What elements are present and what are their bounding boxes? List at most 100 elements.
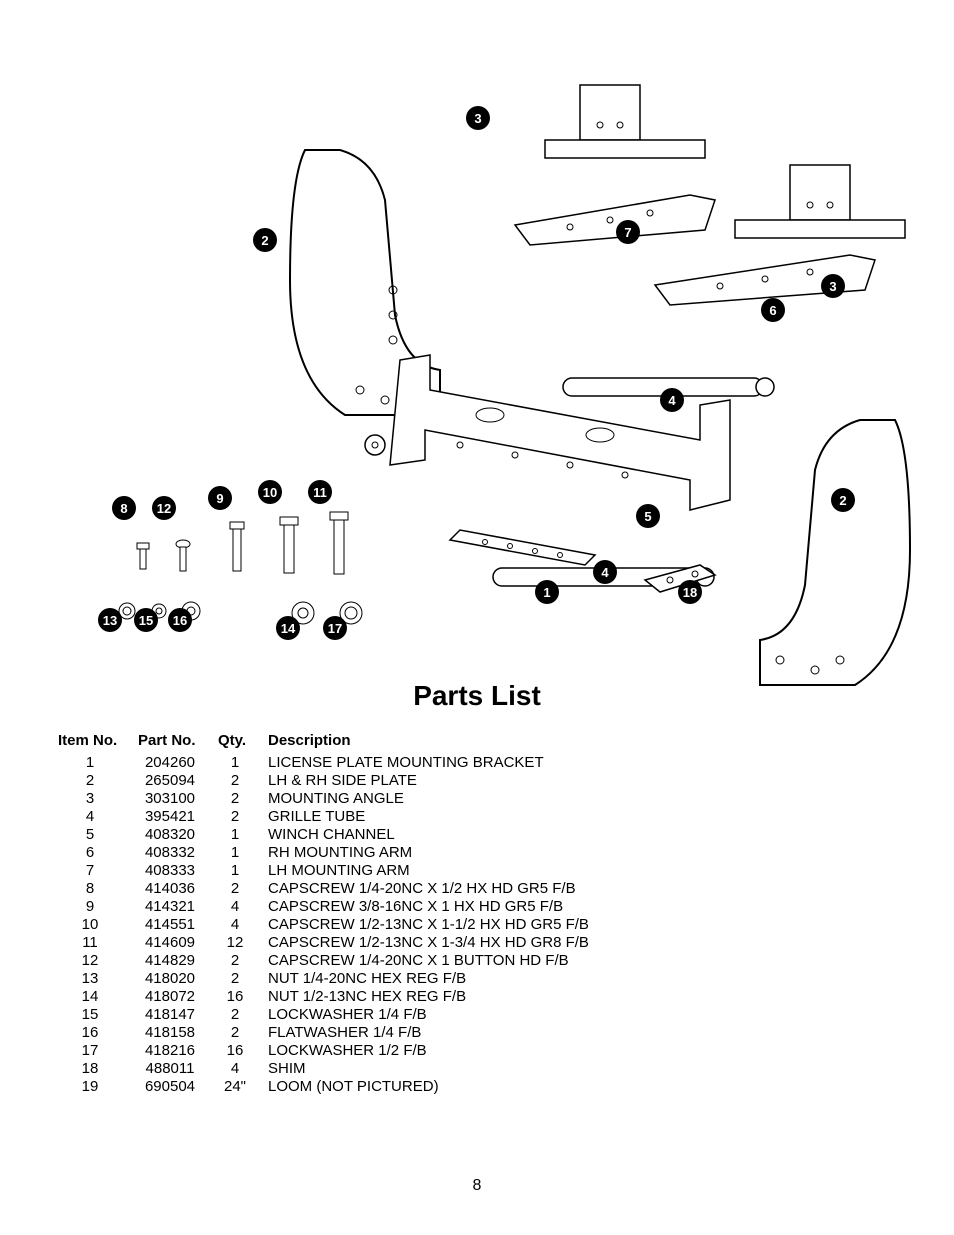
table-cell: CAPSCREW 1/2-13NC X 1-1/2 HX HD GR5 F/B xyxy=(260,915,597,933)
table-cell: 408332 xyxy=(130,843,210,861)
callout-10: 10 xyxy=(258,480,282,504)
table-cell: 2 xyxy=(210,789,260,807)
table-cell: 24" xyxy=(210,1077,260,1095)
page-number: 8 xyxy=(0,1177,954,1195)
table-cell: 414551 xyxy=(130,915,210,933)
th-qty: Qty. xyxy=(210,730,260,753)
part-bolt-10 xyxy=(278,515,300,581)
table-cell: 488011 xyxy=(130,1059,210,1077)
table-cell: LOCKWASHER 1/2 F/B xyxy=(260,1041,597,1059)
table-cell: 408320 xyxy=(130,825,210,843)
table-cell: RH MOUNTING ARM xyxy=(260,843,597,861)
table-cell: 2 xyxy=(50,771,130,789)
table-cell: 1 xyxy=(210,753,260,771)
table-cell: 418147 xyxy=(130,1005,210,1023)
table-cell: 15 xyxy=(50,1005,130,1023)
table-cell: 1 xyxy=(210,843,260,861)
table-cell: CAPSCREW 1/2-13NC X 1-3/4 HX HD GR8 F/B xyxy=(260,933,597,951)
table-row: 164181582FLATWASHER 1/4 F/B xyxy=(50,1023,597,1041)
table-cell: LH MOUNTING ARM xyxy=(260,861,597,879)
table-cell: 418158 xyxy=(130,1023,210,1041)
parts-tbody: 12042601LICENSE PLATE MOUNTING BRACKET22… xyxy=(50,753,597,1095)
table-row: 1141460912CAPSCREW 1/2-13NC X 1-3/4 HX H… xyxy=(50,933,597,951)
table-cell: 3 xyxy=(50,789,130,807)
table-cell: MOUNTING ANGLE xyxy=(260,789,597,807)
callout-13: 13 xyxy=(98,608,122,632)
callout-7: 7 xyxy=(616,220,640,244)
table-cell: 418216 xyxy=(130,1041,210,1059)
table-cell: 12 xyxy=(210,933,260,951)
table-header-row: Item No. Part No. Qty. Description xyxy=(50,730,597,753)
table-cell: 2 xyxy=(210,1023,260,1041)
callout-15: 15 xyxy=(134,608,158,632)
table-row: 22650942LH & RH SIDE PLATE xyxy=(50,771,597,789)
part-bolt-9 xyxy=(228,520,246,578)
table-row: 43954212GRILLE TUBE xyxy=(50,807,597,825)
table-row: 74083331LH MOUNTING ARM xyxy=(50,861,597,879)
th-item: Item No. xyxy=(50,730,130,753)
callout-9: 9 xyxy=(208,486,232,510)
table-row: 1741821616LOCKWASHER 1/2 F/B xyxy=(50,1041,597,1059)
table-cell: 2 xyxy=(210,879,260,897)
part-winch-channel xyxy=(370,350,740,540)
th-desc: Description xyxy=(260,730,597,753)
table-cell: SHIM xyxy=(260,1059,597,1077)
table-row: 84140362CAPSCREW 1/4-20NC X 1/2 HX HD GR… xyxy=(50,879,597,897)
table-cell: 14 xyxy=(50,987,130,1005)
part-lh-mounting-arm xyxy=(510,190,720,250)
table-cell: CAPSCREW 1/4-20NC X 1/2 HX HD GR5 F/B xyxy=(260,879,597,897)
table-cell: 19 xyxy=(50,1077,130,1095)
part-bolt-11 xyxy=(328,510,350,582)
table-cell: 2 xyxy=(210,1005,260,1023)
callout-3: 3 xyxy=(466,106,490,130)
table-cell: 16 xyxy=(210,987,260,1005)
table-row: 134180202NUT 1/4-20NC HEX REG F/B xyxy=(50,969,597,987)
table-cell: NUT 1/4-20NC HEX REG F/B xyxy=(260,969,597,987)
callout-18: 18 xyxy=(678,580,702,604)
table-cell: 13 xyxy=(50,969,130,987)
table-cell: WINCH CHANNEL xyxy=(260,825,597,843)
table-cell: 12 xyxy=(50,951,130,969)
table-cell: 418020 xyxy=(130,969,210,987)
exploded-diagram: 327364258129101141181315161417 xyxy=(50,60,904,660)
table-cell: 16 xyxy=(210,1041,260,1059)
table-cell: 9 xyxy=(50,897,130,915)
table-cell: LOOM (NOT PICTURED) xyxy=(260,1077,597,1095)
table-row: 124148292CAPSCREW 1/4-20NC X 1 BUTTON HD… xyxy=(50,951,597,969)
table-cell: 7 xyxy=(50,861,130,879)
th-part: Part No. xyxy=(130,730,210,753)
table-cell: 2 xyxy=(210,951,260,969)
table-cell: 414036 xyxy=(130,879,210,897)
table-row: 184880114SHIM xyxy=(50,1059,597,1077)
table-row: 64083321RH MOUNTING ARM xyxy=(50,843,597,861)
part-license-bracket xyxy=(445,520,605,580)
table-row: 54083201WINCH CHANNEL xyxy=(50,825,597,843)
part-tube-end xyxy=(360,430,390,460)
table-row: 1969050424"LOOM (NOT PICTURED) xyxy=(50,1077,597,1095)
table-cell: 11 xyxy=(50,933,130,951)
table-cell: NUT 1/2-13NC HEX REG F/B xyxy=(260,987,597,1005)
table-cell: CAPSCREW 1/4-20NC X 1 BUTTON HD F/B xyxy=(260,951,597,969)
table-cell: 8 xyxy=(50,879,130,897)
callout-1: 1 xyxy=(535,580,559,604)
table-cell: 395421 xyxy=(130,807,210,825)
table-cell: 414829 xyxy=(130,951,210,969)
parts-table: Item No. Part No. Qty. Description 12042… xyxy=(50,730,597,1095)
callout-11: 11 xyxy=(308,480,332,504)
table-cell: 414609 xyxy=(130,933,210,951)
table-row: 94143214CAPSCREW 3/8-16NC X 1 HX HD GR5 … xyxy=(50,897,597,915)
table-cell: 303100 xyxy=(130,789,210,807)
callout-14: 14 xyxy=(276,616,300,640)
table-cell: FLATWASHER 1/4 F/B xyxy=(260,1023,597,1041)
part-mounting-angle-l xyxy=(540,80,710,190)
table-cell: 6 xyxy=(50,843,130,861)
table-cell: 16 xyxy=(50,1023,130,1041)
parts-list-title: Parts List xyxy=(0,680,954,712)
part-rh-side-plate xyxy=(750,410,915,700)
table-cell: 5 xyxy=(50,825,130,843)
callout-12: 12 xyxy=(152,496,176,520)
callout-2: 2 xyxy=(253,228,277,252)
part-bolt-12 xyxy=(174,538,192,578)
table-cell: 4 xyxy=(210,915,260,933)
table-cell: 4 xyxy=(210,897,260,915)
